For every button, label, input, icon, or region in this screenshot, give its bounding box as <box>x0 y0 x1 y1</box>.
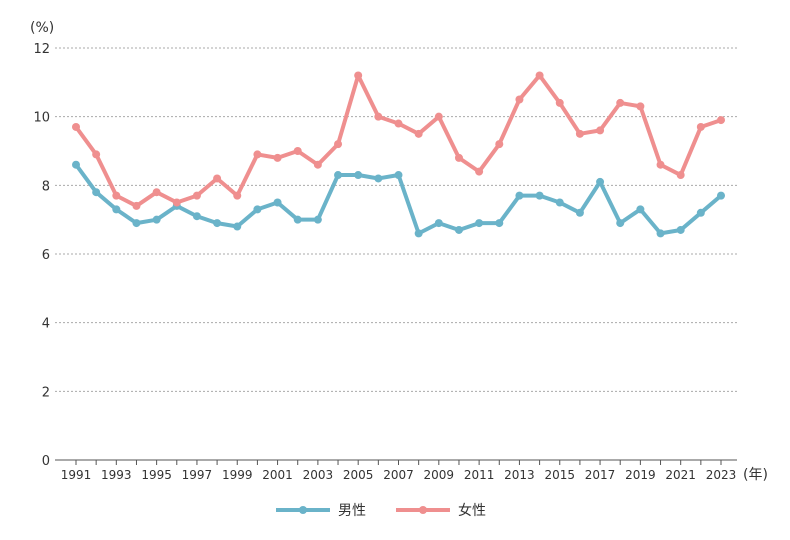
data-point <box>112 205 121 214</box>
data-point <box>374 112 383 121</box>
data-point <box>92 188 101 197</box>
x-tick-label: 1991 <box>61 468 92 482</box>
data-point <box>696 122 705 131</box>
data-point <box>696 208 705 217</box>
data-point <box>414 229 423 238</box>
x-tick-label: 2021 <box>665 468 696 482</box>
y-tick-label: 4 <box>42 317 50 332</box>
x-tick-label: 2015 <box>544 468 575 482</box>
x-tick-label: 1993 <box>101 468 132 482</box>
data-point <box>535 71 544 80</box>
data-point <box>515 191 524 200</box>
data-point <box>334 171 343 180</box>
data-point <box>152 188 161 197</box>
data-point <box>656 229 665 238</box>
data-point <box>354 71 363 80</box>
data-point <box>475 219 484 228</box>
data-point <box>92 150 101 159</box>
data-point <box>374 174 383 183</box>
data-point <box>454 153 463 162</box>
data-point <box>273 198 282 207</box>
data-point <box>394 119 403 128</box>
data-point <box>354 171 363 180</box>
data-point <box>172 198 181 207</box>
data-point <box>414 129 423 138</box>
series-male <box>72 160 725 238</box>
data-point <box>596 177 605 186</box>
y-tick-label: 0 <box>42 454 50 469</box>
x-tick-label: 1997 <box>182 468 213 482</box>
data-point <box>394 171 403 180</box>
y-tick-label: 10 <box>33 111 50 126</box>
data-point <box>334 140 343 149</box>
x-tick-label: 2005 <box>343 468 374 482</box>
data-point <box>192 191 201 200</box>
x-tick-label: 2011 <box>464 468 495 482</box>
data-point <box>313 215 322 224</box>
x-axis-unit-label: (年) <box>743 467 768 483</box>
y-tick-label: 2 <box>42 385 50 400</box>
x-tick-label: 1999 <box>222 468 253 482</box>
y-tick-label: 12 <box>33 42 50 57</box>
x-tick-label: 2013 <box>504 468 535 482</box>
data-point <box>717 191 725 200</box>
data-point <box>132 219 141 228</box>
series-female <box>72 71 725 210</box>
data-point <box>293 147 302 155</box>
data-point <box>454 225 463 234</box>
data-point <box>575 129 584 138</box>
y-axis-unit-label: (%) <box>30 20 54 36</box>
data-point <box>192 212 201 221</box>
data-point <box>495 140 504 149</box>
data-point <box>676 171 685 180</box>
data-point <box>152 215 161 224</box>
data-point <box>273 153 282 162</box>
data-point <box>636 205 645 214</box>
y-tick-label: 6 <box>42 248 50 263</box>
data-point <box>213 219 222 228</box>
data-point <box>515 95 524 104</box>
data-point <box>596 126 605 135</box>
x-tick-label: 2003 <box>303 468 334 482</box>
x-tick-label: 1995 <box>141 468 172 482</box>
data-point <box>495 219 504 228</box>
x-tick-label: 2001 <box>262 468 293 482</box>
x-tick-label: 2009 <box>424 468 455 482</box>
legend-label: 男性 <box>338 503 366 519</box>
data-point <box>434 112 443 121</box>
data-point <box>293 215 302 224</box>
series-line <box>74 73 722 208</box>
data-point <box>555 98 564 107</box>
data-point <box>717 116 725 125</box>
data-point <box>676 225 685 234</box>
x-tick-label: 2023 <box>706 468 737 482</box>
x-tick-label: 2007 <box>383 468 414 482</box>
data-point <box>112 191 121 200</box>
data-point <box>656 160 665 169</box>
data-point <box>535 191 544 200</box>
data-point <box>253 150 262 159</box>
data-point <box>616 98 625 107</box>
data-point <box>434 219 443 228</box>
data-point <box>555 198 564 207</box>
data-point <box>616 219 625 228</box>
data-point <box>132 201 141 210</box>
data-point <box>575 208 584 217</box>
data-point <box>72 160 80 169</box>
data-point <box>313 160 322 169</box>
x-tick-label: 2019 <box>625 468 656 482</box>
legend-marker <box>419 506 427 514</box>
data-point <box>72 122 80 131</box>
x-tick-label: 2017 <box>585 468 616 482</box>
y-tick-label: 8 <box>42 179 50 194</box>
data-point <box>475 167 484 176</box>
data-point <box>213 174 222 183</box>
legend-marker <box>299 506 307 514</box>
data-point <box>636 102 645 111</box>
data-point <box>233 222 242 231</box>
data-point <box>253 205 262 214</box>
data-point <box>233 191 242 200</box>
legend-label: 女性 <box>458 502 486 519</box>
